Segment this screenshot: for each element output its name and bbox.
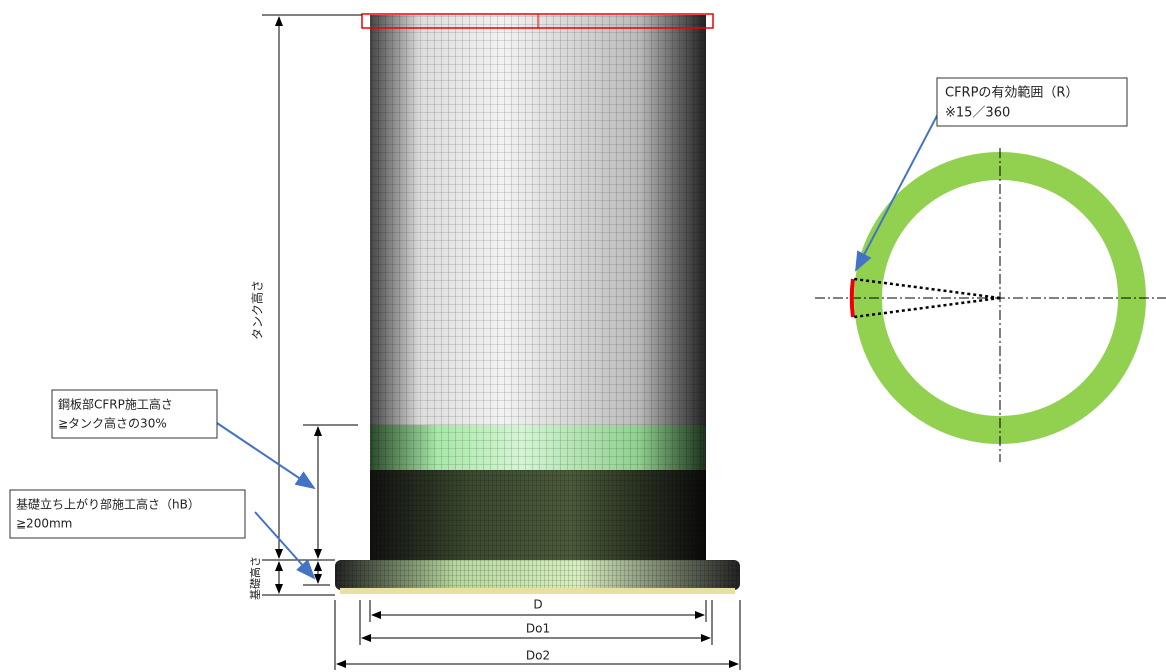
mesh — [370, 470, 706, 560]
foundation-height-label: 基礎高さ — [248, 556, 262, 600]
callout-text: CFRPの有効範囲（R） — [945, 86, 1078, 101]
cfrp-arc — [852, 279, 853, 317]
callout-text: 鋼板部CFRP施工高さ — [58, 397, 173, 412]
callout-text: ※15／360 — [945, 106, 1010, 121]
callout-arrow — [255, 512, 314, 578]
foundation-edge — [340, 588, 735, 594]
mesh — [370, 15, 706, 425]
tank — [335, 14, 740, 594]
ring — [815, 148, 1166, 462]
dimension-label: D — [533, 598, 542, 612]
callout-text: ≧200mm — [16, 517, 72, 531]
mesh — [335, 560, 740, 590]
dimension-label: Do2 — [526, 649, 550, 663]
callout-arrow — [205, 415, 314, 488]
mesh — [370, 425, 706, 470]
dimension-label: Do1 — [526, 622, 550, 636]
callout-text: ≧タンク高さの30% — [58, 416, 167, 431]
callout-text: 基礎立ち上がり部施工高さ（hB） — [16, 497, 200, 512]
height-label: タンク高さ — [250, 280, 265, 340]
diagram: タンク高さ 基礎高さ D Do1 Do2 鋼板部CFRP施工高さ ≧タンク高さの… — [0, 0, 1166, 672]
